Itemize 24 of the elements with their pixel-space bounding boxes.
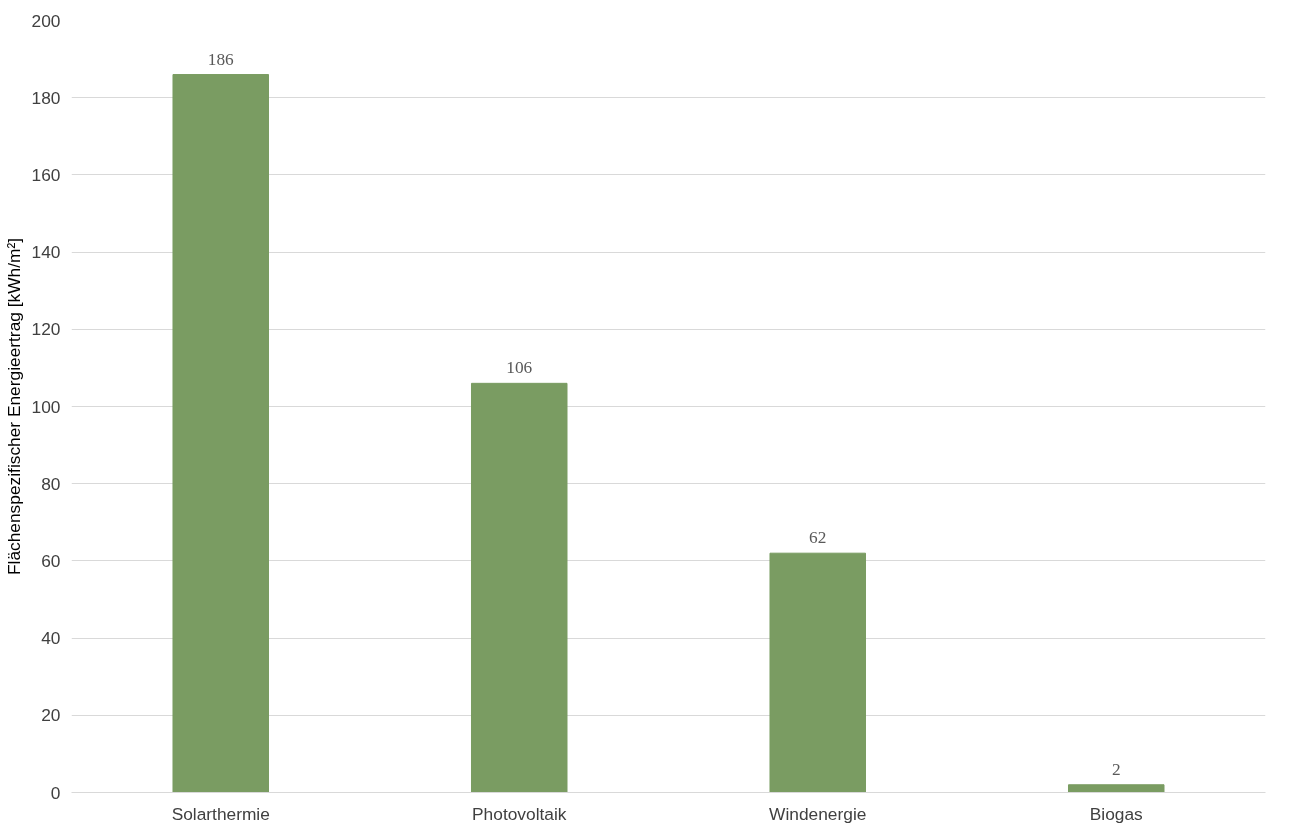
y-tick-label: 40	[41, 628, 61, 649]
data-label: 106	[506, 358, 533, 378]
y-tick-label: 200	[31, 10, 61, 31]
bar	[172, 74, 270, 793]
y-tick-label: 160	[31, 164, 61, 185]
y-tick-label: 0	[50, 782, 61, 803]
y-tick-label: 120	[31, 319, 61, 340]
y-tick-label: 20	[41, 705, 61, 726]
y-tick-label: 80	[41, 473, 61, 494]
bar	[470, 382, 568, 793]
x-tick-label: Photovoltaik	[472, 803, 567, 824]
data-label: 62	[809, 528, 827, 548]
data-label: 186	[207, 49, 235, 69]
y-tick-label: 60	[41, 550, 61, 571]
data-label: 2	[1111, 759, 1121, 779]
x-tick-label: Solarthermie	[171, 803, 270, 824]
y-tick-label: 140	[31, 242, 61, 263]
bar	[1067, 784, 1165, 793]
x-tick-label: Biogas	[1089, 803, 1144, 824]
y-axis-title: Flächenspezifischer Energieertrag [kWh/m²]	[3, 237, 24, 576]
x-tick-label: Windenergie	[769, 803, 867, 824]
y-tick-label: 100	[31, 396, 61, 417]
bar	[769, 552, 867, 793]
y-tick-label: 180	[31, 87, 61, 108]
